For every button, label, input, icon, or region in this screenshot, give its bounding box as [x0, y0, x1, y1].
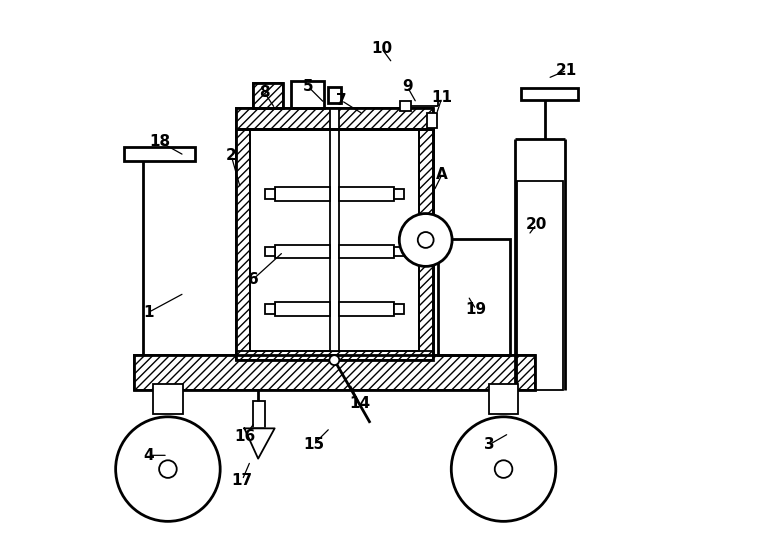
- Polygon shape: [244, 429, 275, 458]
- Bar: [330, 108, 339, 351]
- Text: 18: 18: [149, 134, 170, 149]
- Bar: [400, 101, 411, 111]
- Bar: [419, 213, 432, 267]
- Text: 17: 17: [231, 473, 253, 488]
- Text: 9: 9: [402, 79, 413, 94]
- Bar: [265, 247, 275, 257]
- Bar: [339, 187, 394, 201]
- Circle shape: [116, 417, 220, 521]
- Bar: [236, 351, 432, 360]
- Text: 14: 14: [349, 395, 370, 410]
- Text: 2: 2: [226, 148, 237, 163]
- Text: 11: 11: [431, 90, 452, 105]
- Bar: [236, 108, 432, 129]
- Bar: [236, 129, 250, 360]
- Bar: [275, 187, 330, 201]
- Bar: [427, 112, 437, 128]
- Bar: [133, 354, 535, 390]
- Text: 3: 3: [484, 437, 495, 452]
- Bar: [236, 108, 432, 129]
- Text: 7: 7: [336, 93, 347, 108]
- Circle shape: [495, 460, 512, 478]
- Circle shape: [452, 417, 556, 521]
- Bar: [327, 87, 341, 103]
- Bar: [250, 129, 419, 351]
- Bar: [153, 384, 183, 414]
- Bar: [394, 189, 404, 199]
- Text: 8: 8: [259, 85, 269, 100]
- Text: 21: 21: [556, 62, 577, 77]
- Bar: [124, 147, 196, 161]
- Bar: [253, 84, 283, 108]
- Bar: [489, 384, 518, 414]
- Bar: [253, 401, 265, 429]
- Text: 15: 15: [303, 437, 324, 452]
- Bar: [236, 129, 432, 360]
- Circle shape: [329, 355, 339, 365]
- Bar: [394, 304, 404, 314]
- Bar: [438, 239, 510, 354]
- Circle shape: [159, 460, 177, 478]
- Text: 20: 20: [526, 217, 547, 232]
- Bar: [253, 84, 283, 108]
- Bar: [265, 189, 275, 199]
- Text: 1: 1: [144, 305, 154, 320]
- Bar: [265, 304, 275, 314]
- Bar: [394, 247, 404, 257]
- Bar: [236, 129, 432, 360]
- Text: 16: 16: [234, 429, 255, 444]
- Bar: [517, 181, 563, 390]
- Bar: [275, 302, 330, 316]
- Circle shape: [400, 213, 452, 267]
- Bar: [521, 88, 578, 101]
- Bar: [419, 129, 432, 360]
- Text: 6: 6: [248, 272, 258, 287]
- Text: 19: 19: [466, 302, 487, 317]
- Bar: [291, 81, 324, 108]
- Text: 10: 10: [371, 41, 392, 56]
- Text: 4: 4: [144, 448, 154, 463]
- Bar: [133, 354, 535, 390]
- Bar: [275, 244, 330, 258]
- Text: 5: 5: [303, 79, 314, 94]
- Bar: [331, 354, 338, 360]
- Bar: [339, 302, 394, 316]
- Circle shape: [417, 232, 434, 248]
- Text: A: A: [436, 167, 448, 182]
- Bar: [339, 244, 394, 258]
